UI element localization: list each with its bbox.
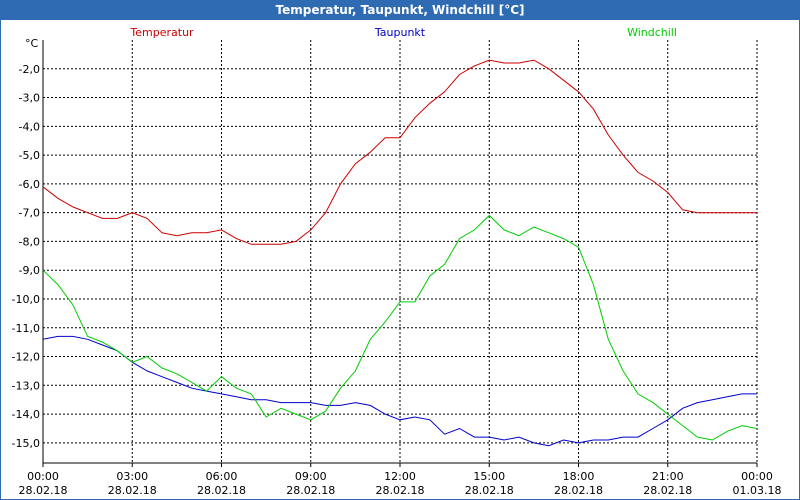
x-tick-date: 28.02.18 — [465, 484, 514, 497]
series-line-temperatur — [42, 59, 757, 245]
x-tick-date: 28.02.18 — [19, 484, 68, 497]
x-tick-time: 03:00 — [116, 470, 148, 483]
x-tick-date: 28.02.18 — [643, 484, 692, 497]
y-tick-label: -3,0 — [19, 92, 40, 105]
x-tick-date: 01.03.18 — [733, 484, 782, 497]
x-tick-time: 06:00 — [206, 470, 238, 483]
y-tick-label: -13,0 — [12, 379, 40, 392]
y-tick-label: -15,0 — [12, 437, 40, 450]
legend-taupunkt: Taupunkt — [374, 26, 426, 39]
legend-temperatur: Temperatur — [129, 26, 194, 39]
y-tick-label: -8,0 — [19, 235, 40, 248]
x-tick-date: 28.02.18 — [286, 484, 335, 497]
x-tick-date: 28.02.18 — [376, 484, 425, 497]
x-tick-date: 28.02.18 — [197, 484, 246, 497]
series-line-taupunkt — [42, 335, 757, 447]
y-tick-label: -5,0 — [19, 149, 40, 162]
y-tick-label: -7,0 — [19, 207, 40, 220]
x-tick-date: 28.02.18 — [108, 484, 157, 497]
series-line-windchill — [42, 214, 758, 441]
y-tick-label: -11,0 — [12, 322, 40, 335]
x-tick-date: 28.02.18 — [554, 484, 603, 497]
x-tick-time: 15:00 — [473, 470, 505, 483]
y-axis-unit-label: °C — [25, 37, 39, 50]
x-tick-time: 00:00 — [27, 470, 59, 483]
y-tick-label: -2,0 — [19, 63, 40, 76]
x-tick-time: 09:00 — [295, 470, 327, 483]
x-tick-time: 00:00 — [741, 470, 773, 483]
y-tick-label: -14,0 — [12, 408, 40, 421]
y-tick-label: -9,0 — [19, 264, 40, 277]
y-tick-label: -4,0 — [19, 120, 40, 133]
legend-windchill: Windchill — [627, 26, 677, 39]
y-tick-label: -6,0 — [19, 178, 40, 191]
x-tick-time: 21:00 — [652, 470, 684, 483]
y-tick-label: -10,0 — [12, 293, 40, 306]
x-tick-time: 18:00 — [563, 470, 595, 483]
x-tick-time: 12:00 — [384, 470, 416, 483]
y-tick-label: -12,0 — [12, 351, 40, 364]
window-title: Temperatur, Taupunkt, Windchill [°C] — [1, 1, 799, 20]
